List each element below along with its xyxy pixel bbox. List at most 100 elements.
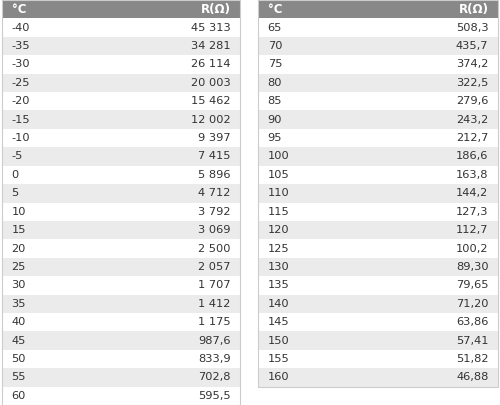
Bar xyxy=(2,239,240,258)
Text: -25: -25 xyxy=(12,78,30,88)
Text: 35: 35 xyxy=(12,299,26,309)
Bar xyxy=(2,37,240,55)
Text: 100: 100 xyxy=(268,151,289,162)
Text: 50: 50 xyxy=(12,354,26,364)
Bar xyxy=(2,313,240,331)
Text: 1 175: 1 175 xyxy=(198,317,230,327)
Bar xyxy=(2,147,240,166)
Text: 243,2: 243,2 xyxy=(456,115,488,125)
Bar xyxy=(258,368,498,387)
Bar xyxy=(2,166,240,184)
Text: 75: 75 xyxy=(268,60,282,69)
Text: 12 002: 12 002 xyxy=(191,115,230,125)
Text: 322,5: 322,5 xyxy=(456,78,488,88)
Bar xyxy=(258,221,498,239)
Bar xyxy=(2,18,240,37)
Bar xyxy=(2,202,240,221)
Bar xyxy=(258,166,498,184)
Bar xyxy=(258,92,498,111)
Bar xyxy=(2,221,240,239)
Text: 7 415: 7 415 xyxy=(198,151,230,162)
Text: 90: 90 xyxy=(268,115,282,125)
Bar xyxy=(2,74,240,92)
Bar xyxy=(258,239,498,258)
Text: 140: 140 xyxy=(268,299,289,309)
Text: 702,8: 702,8 xyxy=(198,372,230,382)
Text: 95: 95 xyxy=(268,133,282,143)
Text: 10: 10 xyxy=(12,207,26,217)
Text: 70: 70 xyxy=(268,41,282,51)
Text: 160: 160 xyxy=(268,372,289,382)
Text: 2 500: 2 500 xyxy=(198,243,230,254)
Text: 212,7: 212,7 xyxy=(456,133,488,143)
Bar xyxy=(258,184,498,202)
Text: 9 397: 9 397 xyxy=(198,133,230,143)
Text: R(Ω): R(Ω) xyxy=(200,3,230,16)
Text: 60: 60 xyxy=(12,391,26,401)
Text: 144,2: 144,2 xyxy=(456,188,488,198)
Bar xyxy=(2,92,240,111)
Text: 110: 110 xyxy=(268,188,289,198)
Bar xyxy=(2,387,240,405)
Text: 5: 5 xyxy=(12,188,19,198)
Text: -40: -40 xyxy=(12,23,30,33)
Text: 127,3: 127,3 xyxy=(456,207,488,217)
Text: 435,7: 435,7 xyxy=(456,41,488,51)
Text: 80: 80 xyxy=(268,78,282,88)
Bar xyxy=(258,111,498,129)
Text: 145: 145 xyxy=(268,317,289,327)
Bar xyxy=(2,0,240,405)
Text: 155: 155 xyxy=(268,354,289,364)
Text: 3 069: 3 069 xyxy=(198,225,230,235)
Text: 15: 15 xyxy=(12,225,26,235)
Text: 0: 0 xyxy=(12,170,19,180)
Bar xyxy=(258,313,498,331)
Text: 112,7: 112,7 xyxy=(456,225,488,235)
Bar xyxy=(2,331,240,350)
Text: 150: 150 xyxy=(268,336,289,345)
Text: 120: 120 xyxy=(268,225,289,235)
Bar xyxy=(2,258,240,276)
Text: 15 462: 15 462 xyxy=(191,96,230,106)
Text: 45 313: 45 313 xyxy=(190,23,230,33)
Text: 100,2: 100,2 xyxy=(456,243,488,254)
Text: 65: 65 xyxy=(268,23,282,33)
Text: 45: 45 xyxy=(12,336,26,345)
Bar xyxy=(2,0,240,18)
Text: 105: 105 xyxy=(268,170,289,180)
Bar xyxy=(2,55,240,74)
Text: 34 281: 34 281 xyxy=(191,41,230,51)
Text: 2 057: 2 057 xyxy=(198,262,230,272)
Text: 30: 30 xyxy=(12,280,26,290)
Bar xyxy=(2,294,240,313)
Bar xyxy=(2,276,240,294)
Text: 20: 20 xyxy=(12,243,26,254)
Text: °C: °C xyxy=(12,3,26,16)
Text: 115: 115 xyxy=(268,207,289,217)
Text: 26 114: 26 114 xyxy=(191,60,230,69)
Bar xyxy=(258,202,498,221)
Text: 46,88: 46,88 xyxy=(456,372,488,382)
Bar xyxy=(2,184,240,202)
Text: 374,2: 374,2 xyxy=(456,60,488,69)
Text: 20 003: 20 003 xyxy=(190,78,230,88)
Text: 125: 125 xyxy=(268,243,289,254)
Text: -20: -20 xyxy=(12,96,30,106)
Text: -15: -15 xyxy=(12,115,30,125)
Text: 79,65: 79,65 xyxy=(456,280,488,290)
Text: 3 792: 3 792 xyxy=(198,207,230,217)
Text: 5 896: 5 896 xyxy=(198,170,230,180)
Text: 833,9: 833,9 xyxy=(198,354,230,364)
Bar xyxy=(258,129,498,147)
Bar xyxy=(258,0,498,18)
Text: °C: °C xyxy=(268,3,282,16)
Text: 4 712: 4 712 xyxy=(198,188,230,198)
Text: -10: -10 xyxy=(12,133,30,143)
Text: 85: 85 xyxy=(268,96,282,106)
Bar xyxy=(2,350,240,368)
Text: 63,86: 63,86 xyxy=(456,317,488,327)
Bar xyxy=(258,294,498,313)
Bar xyxy=(258,55,498,74)
Bar xyxy=(2,368,240,387)
Bar xyxy=(258,18,498,37)
